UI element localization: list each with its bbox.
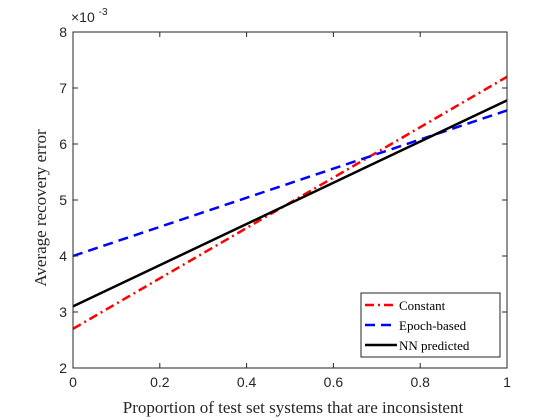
series-line-2 [72,109,508,258]
y-tick-label: 4 [59,248,67,264]
y-tick-label: 5 [59,192,67,208]
x-tick-label: 0.8 [410,374,430,390]
x-tick-label: 0.6 [324,374,344,390]
y-tick-label: 8 [59,24,67,40]
y-axis-ticks: 2 3 4 5 6 7 8 [59,24,507,376]
legend-label-3: NN predicted [399,338,470,353]
x-tick-label: 0.2 [150,374,170,390]
legend-label-2: Epoch-based [399,318,467,333]
legend: Constant Epoch-based NN predicted [360,292,501,358]
series-line-3 [72,99,508,308]
y-tick-label: 3 [59,304,67,320]
x-axis-ticks: 0 0.2 0.4 0.6 0.8 1 [69,32,511,390]
y-tick-label: 7 [59,80,67,96]
x-tick-label: 0.4 [237,374,257,390]
y-axis-exponent: ×10 -3 [71,7,108,25]
y-tick-label: 6 [59,136,67,152]
x-tick-label: 1 [503,374,511,390]
legend-label-1: Constant [399,298,446,313]
x-axis-label: Proportion of test set systems that are … [123,398,464,417]
y-exponent-base: ×10 [71,9,95,25]
y-tick-label: 2 [59,360,67,376]
y-axis-label: Average recovery error [31,129,50,287]
plot-lines [72,75,508,330]
y-exponent-power: -3 [99,7,108,18]
x-tick-label: 0 [69,374,77,390]
